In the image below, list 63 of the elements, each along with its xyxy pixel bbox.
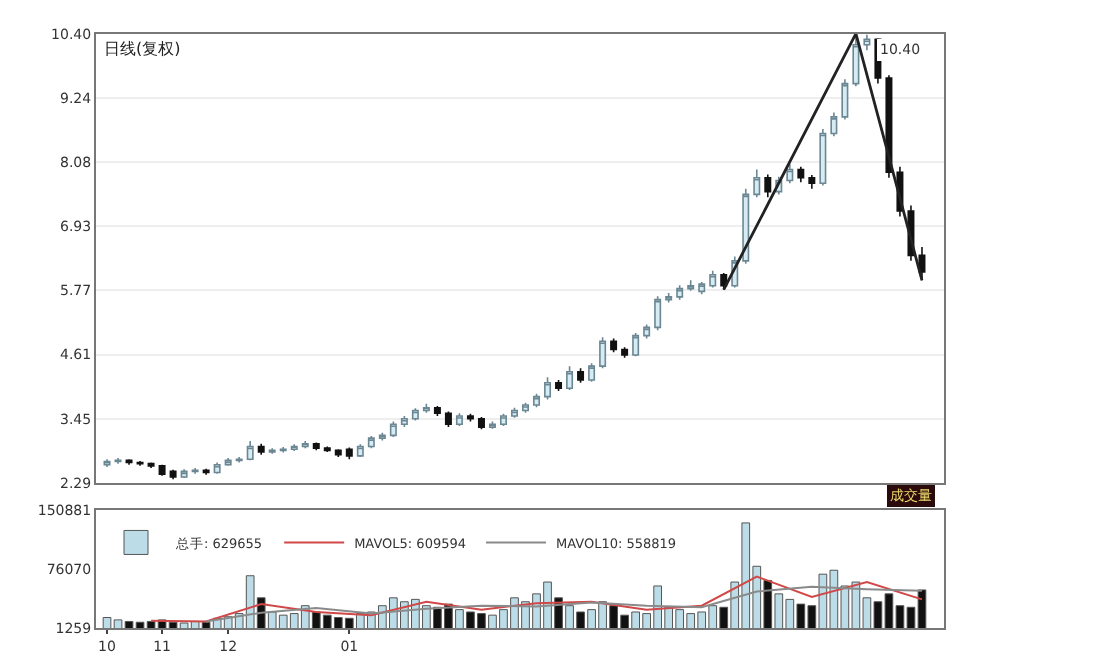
candlestick: [103, 458, 111, 468]
candlestick: [389, 420, 397, 438]
candlestick: [511, 406, 518, 419]
candlestick: [334, 448, 342, 458]
candlestick: [797, 165, 805, 184]
candlestick: [279, 446, 287, 454]
candlestick: [599, 336, 607, 370]
candlestick: [257, 442, 265, 456]
candlestick: [654, 295, 662, 331]
candlestick: [742, 188, 750, 265]
candlestick: [114, 457, 122, 465]
candlestick: [764, 173, 772, 198]
candlestick: [180, 468, 188, 479]
candlestick: [356, 443, 364, 458]
line-series: [150, 575, 923, 623]
candlestick: [268, 447, 276, 455]
candlestick: [301, 440, 309, 449]
candlestick: [841, 78, 849, 121]
candlestick: [246, 440, 254, 462]
candlestick: [522, 401, 529, 414]
candlestick: [202, 467, 210, 476]
candlestick: [753, 168, 761, 198]
candlestick: [455, 412, 463, 427]
candlestick: [499, 412, 507, 427]
candlestick: [566, 365, 574, 391]
candlestick: [533, 393, 541, 408]
candlestick: [367, 435, 375, 449]
candlestick: [191, 467, 199, 475]
candlestick: [852, 33, 860, 88]
candlestick: [863, 34, 871, 52]
candlestick: [158, 463, 166, 477]
candlestick: [466, 412, 474, 423]
candlestick: [224, 457, 232, 467]
candlestick: [577, 367, 585, 384]
chart-title: 日线(复权): [104, 40, 181, 58]
candlestick: [698, 281, 706, 295]
candlestick: [555, 379, 563, 392]
candlestick: [213, 461, 221, 475]
candlestick: [400, 415, 408, 428]
candlestick: [808, 174, 816, 190]
candlestick: [621, 346, 629, 359]
candlestick: [830, 111, 838, 138]
candlestick: [819, 128, 827, 187]
candlestick: [235, 456, 243, 464]
candlestick: [290, 443, 298, 452]
candlestick: [588, 362, 596, 383]
candlestick: [169, 468, 177, 480]
candlestick: [312, 441, 320, 452]
candlestick: [632, 332, 640, 357]
candlestick: [477, 416, 485, 431]
candlestick: [709, 270, 717, 289]
candlestick: [323, 445, 331, 453]
candlestick: [147, 461, 155, 469]
candlestick: [433, 405, 441, 417]
candlestick: [444, 410, 452, 428]
candlestick: [786, 163, 794, 185]
candlestick: [544, 376, 552, 401]
candlestick: [610, 337, 618, 354]
candlestick: [411, 407, 419, 422]
line-series: [205, 585, 923, 623]
candlestick: [345, 446, 353, 461]
candlestick: [676, 284, 684, 301]
candlestick: [687, 279, 695, 292]
